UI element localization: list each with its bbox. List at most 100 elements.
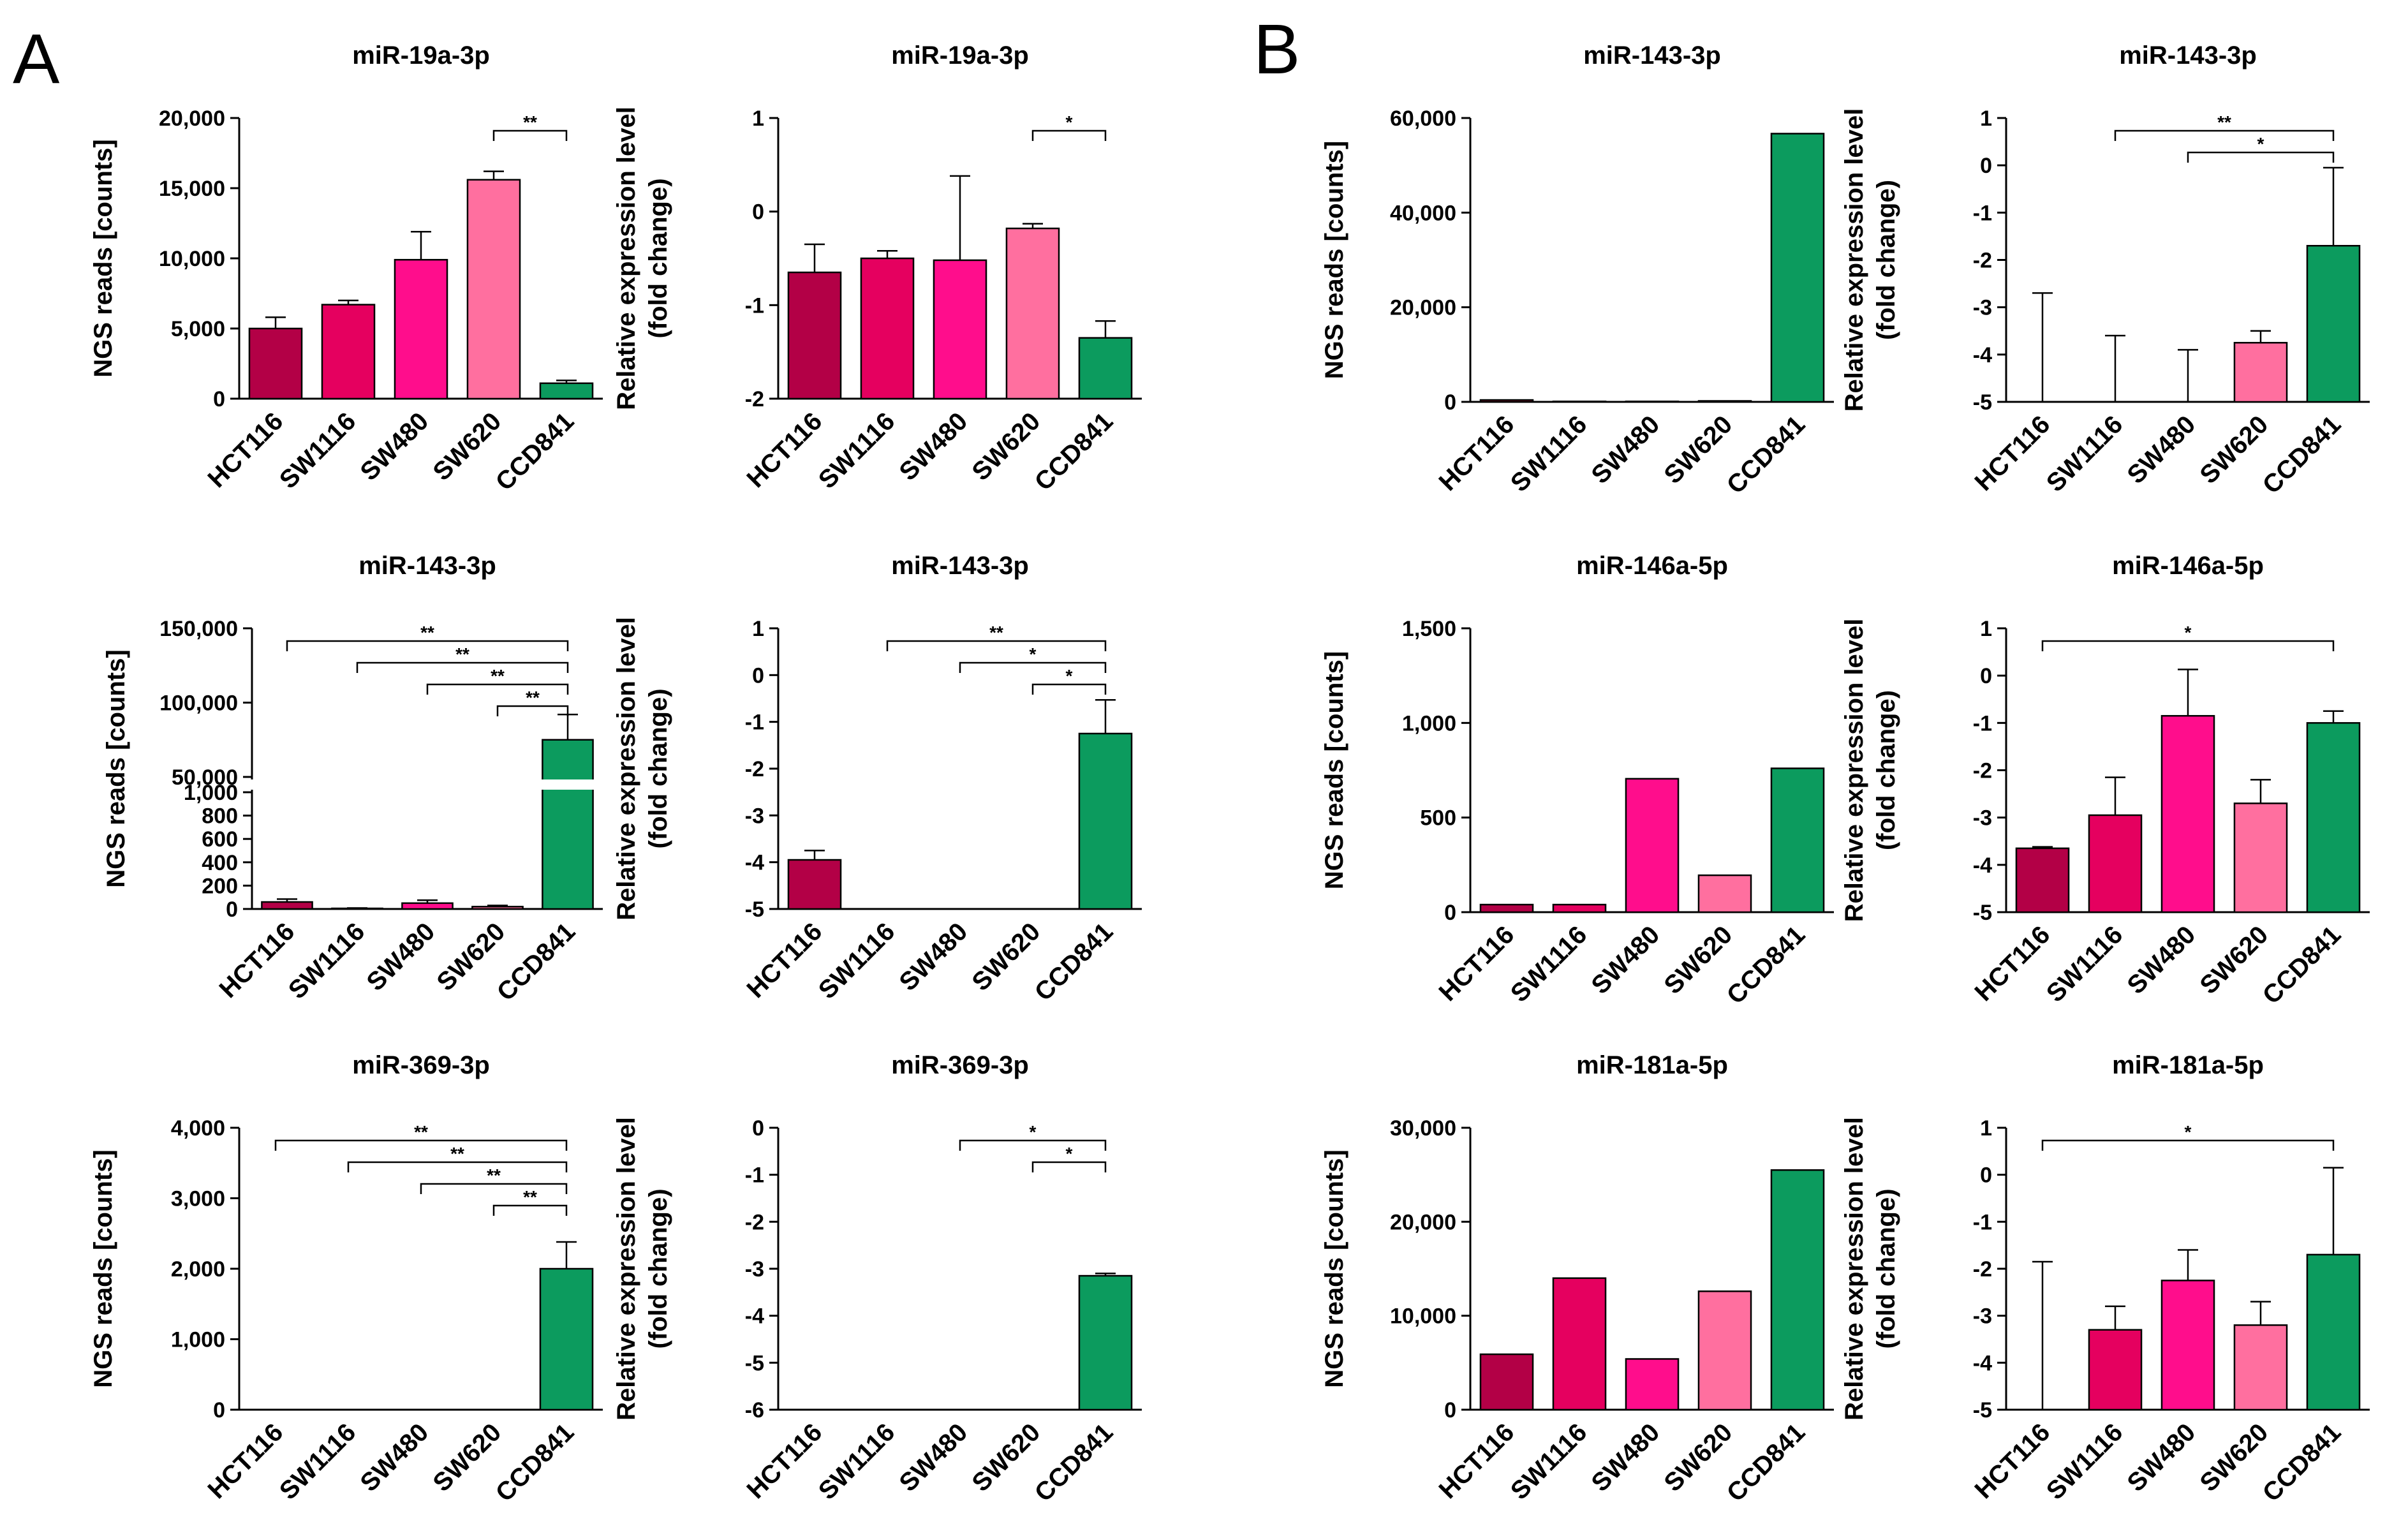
significance-label: ** <box>450 1144 464 1163</box>
bar-sw480 <box>1625 1358 1680 1411</box>
bar-ccd841 <box>539 1267 594 1411</box>
y-tick-label: 800 <box>202 804 238 829</box>
y-tick-label: 10,000 <box>1390 1304 1456 1329</box>
bar-sw620 <box>2233 342 2288 403</box>
y-tick-label: -5 <box>1973 1398 1992 1422</box>
y-tick-label: -1 <box>1973 711 1992 735</box>
bar-sw1116 <box>1552 1277 1607 1411</box>
chart-title: miR-369-3p <box>891 1051 1029 1079</box>
chart-title: miR-143-3p <box>1583 41 1721 70</box>
y-tick-label: -5 <box>1973 390 1992 415</box>
y-tick-label: 1,000 <box>1402 711 1456 735</box>
y-tick-label: -3 <box>1973 296 1992 320</box>
category-label: SW1116 <box>283 917 370 1004</box>
significance-label: * <box>2185 1122 2192 1142</box>
y-tick-label: 0 <box>1444 390 1456 415</box>
significance-bracket <box>2114 129 2335 141</box>
bar-sw1116 <box>1552 903 1607 913</box>
significance-bracket <box>426 683 569 695</box>
y-tick-label: 1 <box>752 617 764 641</box>
bar-sw620 <box>1697 1290 1752 1411</box>
category-label: SW1116 <box>2041 1418 2128 1505</box>
chart-title: miR-369-3p <box>352 1051 490 1079</box>
bar-sw480 <box>2161 714 2215 913</box>
bar-sw1116 <box>321 304 376 400</box>
y-tick-label: 20,000 <box>1390 296 1456 320</box>
category-label: SW1116 <box>1505 1418 1592 1505</box>
y-tick-label: 10,000 <box>159 247 225 271</box>
y-tick-label: 20,000 <box>159 107 225 131</box>
category-label: SW480 <box>1586 1418 1665 1497</box>
category-label: SW1116 <box>1505 410 1592 497</box>
bar-ccd841 <box>1078 1274 1133 1411</box>
category-label: CCD841 <box>1030 1418 1119 1507</box>
y-axis-label: NGS reads [counts] <box>102 649 130 887</box>
significance-bracket <box>2041 1139 2335 1151</box>
y-tick-label: -3 <box>745 1257 764 1281</box>
category-label: SW1116 <box>274 1418 361 1505</box>
bar-ccd841 <box>2306 722 2361 913</box>
y-tick-label: 0 <box>1980 154 1992 178</box>
chart-a4: miR-143-3p Relative expression level (fold… <box>612 552 1142 1007</box>
y-tick-label: -5 <box>745 897 764 922</box>
bar-sw1116 <box>2088 1329 2143 1411</box>
significance-label: ** <box>487 1165 501 1185</box>
y-tick-label: 1 <box>1980 1116 1992 1141</box>
category-label: HCT116 <box>202 407 288 493</box>
category-label: HCT116 <box>202 1418 288 1504</box>
category-label: SW480 <box>1586 920 1665 1000</box>
chart-title: miR-19a-3p <box>891 41 1029 70</box>
bar-hct116 <box>1479 399 1534 403</box>
bar-ccd841 <box>1078 337 1133 400</box>
significance-bracket <box>274 1139 568 1151</box>
chart-b4: miR-146a-5p Relative expression level (fol… <box>1840 552 2370 1010</box>
y-tick-label: -2 <box>745 387 764 411</box>
y-axis-label: NGS reads [counts] <box>1320 651 1348 889</box>
y-axis-label: Relative expression level <box>1840 1117 1868 1421</box>
significance-label: * <box>1066 666 1073 686</box>
category-label: CCD841 <box>491 1418 580 1507</box>
y-tick-label: 600 <box>202 827 238 852</box>
chart-b6: miR-181a-5p Relative expression level (fol… <box>1840 1051 2370 1507</box>
category-label: HCT116 <box>214 917 300 1003</box>
y-tick-label: 0 <box>1980 664 1992 688</box>
bar-ccd841 <box>542 739 594 910</box>
y-tick-label: 0 <box>1980 1163 1992 1188</box>
chart-a3: miR-143-3p NGS reads [counts] 020040060080… <box>102 552 603 1007</box>
significance-label: ** <box>455 644 469 664</box>
y-axis-label: NGS reads [counts] <box>1320 1149 1348 1387</box>
significance-bracket <box>347 1161 568 1172</box>
y-tick-label: 30,000 <box>1390 1116 1456 1141</box>
category-label: SW480 <box>894 407 973 486</box>
category-label: HCT116 <box>1433 920 1519 1007</box>
y-tick-label: 500 <box>1420 806 1456 831</box>
category-label: CCD841 <box>1722 920 1811 1010</box>
chart-a6: miR-369-3p Relative expression level (fold… <box>612 1051 1142 1507</box>
y-tick-label: -3 <box>1973 1304 1992 1329</box>
significance-bracket <box>959 661 1107 673</box>
y-tick-label: 1,500 <box>1402 617 1456 641</box>
category-label: SW480 <box>355 407 434 486</box>
category-label: CCD841 <box>2257 1418 2347 1507</box>
significance-label: * <box>1030 644 1037 664</box>
y-axis-label: Relative expression level <box>612 617 640 920</box>
significance-bracket <box>1031 1161 1107 1172</box>
significance-bracket <box>420 1183 568 1194</box>
y-tick-label: 0 <box>1444 901 1456 925</box>
significance-bracket <box>1031 683 1107 695</box>
category-label: SW1116 <box>1505 920 1592 1007</box>
bar-sw480 <box>401 902 454 910</box>
y-tick-label: 0 <box>752 200 764 225</box>
bar-sw480 <box>1625 778 1680 913</box>
category-label: SW480 <box>355 1418 434 1497</box>
category-label: SW1116 <box>2041 920 2128 1007</box>
significance-label: * <box>1066 112 1073 132</box>
significance-bracket <box>2041 640 2335 651</box>
bar-ccd841 <box>2306 245 2361 403</box>
y-tick-label: 100,000 <box>159 691 238 716</box>
y-tick-label: 15,000 <box>159 177 225 201</box>
significance-label: ** <box>526 688 540 707</box>
y-tick-label: 5,000 <box>171 317 225 341</box>
significance-bracket <box>959 1139 1107 1151</box>
chart-b2: miR-143-3p Relative expression level (fold… <box>1840 41 2370 499</box>
